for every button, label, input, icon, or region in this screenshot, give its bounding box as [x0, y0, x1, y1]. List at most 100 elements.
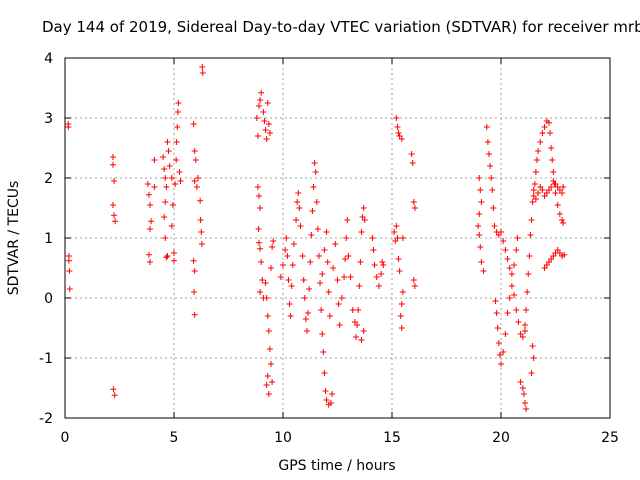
- data-markers: [65, 64, 568, 412]
- data-point: [527, 232, 534, 238]
- data-point: [326, 313, 333, 319]
- data-point: [360, 328, 367, 334]
- data-point: [111, 178, 118, 184]
- data-point: [191, 178, 198, 184]
- data-point: [478, 199, 485, 205]
- data-point: [261, 118, 268, 124]
- data-point: [360, 205, 367, 211]
- data-point: [530, 355, 537, 361]
- data-point: [168, 223, 175, 229]
- data-point: [535, 148, 542, 154]
- data-point: [109, 154, 116, 160]
- data-point: [145, 251, 152, 258]
- y-tick-label: 1: [44, 231, 53, 247]
- data-point: [523, 307, 530, 313]
- data-point: [334, 277, 341, 283]
- x-tick-label: 5: [170, 430, 179, 446]
- data-point: [528, 370, 535, 376]
- data-point: [147, 259, 154, 265]
- data-point: [398, 301, 405, 307]
- data-point: [257, 205, 264, 211]
- data-point: [330, 265, 337, 271]
- data-point: [476, 232, 483, 238]
- y-axis-label: SDTVAR / TECUs: [6, 181, 22, 296]
- data-point: [109, 161, 116, 168]
- data-point: [258, 259, 265, 265]
- data-point: [285, 277, 292, 283]
- data-point: [277, 274, 284, 280]
- data-point: [321, 247, 328, 253]
- data-point: [307, 259, 314, 265]
- data-point: [394, 235, 401, 241]
- y-tick-label: 0: [44, 291, 53, 307]
- data-point: [484, 139, 491, 145]
- data-point: [177, 178, 184, 184]
- x-tick-label: 0: [61, 430, 70, 446]
- data-point: [320, 349, 327, 355]
- data-point: [317, 280, 324, 286]
- data-point: [523, 406, 530, 412]
- data-point: [511, 262, 518, 268]
- data-point: [342, 256, 349, 262]
- data-point: [521, 322, 528, 328]
- data-point: [147, 202, 154, 208]
- data-point: [268, 265, 275, 271]
- data-point: [172, 181, 179, 187]
- data-point: [341, 274, 348, 280]
- data-point: [495, 340, 502, 346]
- data-point: [354, 322, 361, 328]
- data-point: [319, 331, 326, 337]
- data-point: [399, 289, 406, 295]
- data-point: [498, 361, 504, 367]
- data-point: [521, 400, 528, 406]
- data-point: [547, 130, 554, 136]
- data-point: [151, 157, 158, 163]
- data-point: [173, 157, 180, 163]
- data-point: [535, 190, 542, 196]
- data-point: [559, 190, 566, 196]
- data-point: [164, 139, 171, 145]
- data-point: [491, 223, 498, 229]
- data-point: [112, 218, 119, 225]
- data-point: [397, 313, 404, 319]
- data-point: [311, 160, 318, 166]
- data-point: [296, 205, 303, 211]
- data-point: [526, 253, 533, 259]
- data-point: [530, 187, 537, 193]
- data-point: [323, 229, 330, 235]
- data-point: [147, 226, 154, 232]
- y-tick-label: 4: [44, 51, 53, 67]
- data-point: [264, 373, 271, 379]
- data-point: [506, 265, 513, 271]
- data-point: [411, 205, 418, 211]
- data-point: [533, 157, 540, 163]
- data-point: [476, 175, 483, 181]
- x-tick-label: 15: [383, 430, 401, 446]
- data-point: [256, 193, 263, 199]
- data-point: [357, 259, 364, 265]
- data-point: [513, 247, 520, 253]
- data-point: [264, 313, 271, 319]
- data-point: [486, 151, 493, 157]
- data-point: [163, 254, 170, 261]
- data-point: [475, 223, 482, 229]
- data-point: [532, 196, 539, 202]
- data-point: [498, 229, 504, 235]
- data-point: [492, 298, 499, 304]
- data-point: [515, 319, 522, 325]
- data-point: [561, 251, 568, 258]
- data-point: [289, 262, 296, 268]
- data-point: [162, 235, 169, 241]
- data-point: [312, 169, 319, 175]
- data-point: [319, 271, 326, 277]
- data-point: [329, 391, 336, 397]
- data-point: [255, 226, 262, 232]
- data-point: [161, 166, 168, 172]
- data-point: [502, 247, 509, 253]
- data-point: [399, 235, 406, 241]
- data-point: [65, 257, 72, 264]
- data-point: [299, 253, 306, 259]
- data-point: [309, 208, 316, 214]
- data-point: [306, 286, 313, 292]
